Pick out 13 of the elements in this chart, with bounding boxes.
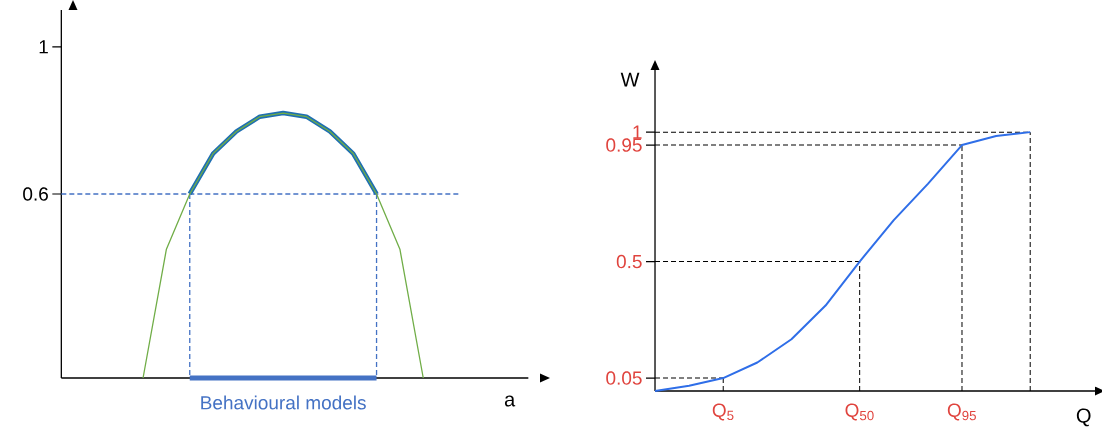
x-tick-label: Q$_{5}$ <box>712 403 734 421</box>
x-tick-label: Q$_{95}$ <box>947 403 976 421</box>
x-axis-title: Q <box>1076 408 1091 427</box>
x-axis-title: a <box>504 395 516 407</box>
x-tick-label: Q$_{50}$ <box>845 403 874 421</box>
y-tick-label: 0.95 <box>606 138 642 152</box>
y-tick-label: 1 <box>633 125 642 139</box>
y-tick-label: 0.5 <box>616 254 642 269</box>
y-tick-label: 0.6 <box>23 187 48 201</box>
text: Behavioural models <box>201 395 366 410</box>
y-axis-title: W <box>620 72 640 87</box>
y-tick-label: 0.05 <box>606 371 642 385</box>
y-tick-label: 1 <box>39 40 48 54</box>
